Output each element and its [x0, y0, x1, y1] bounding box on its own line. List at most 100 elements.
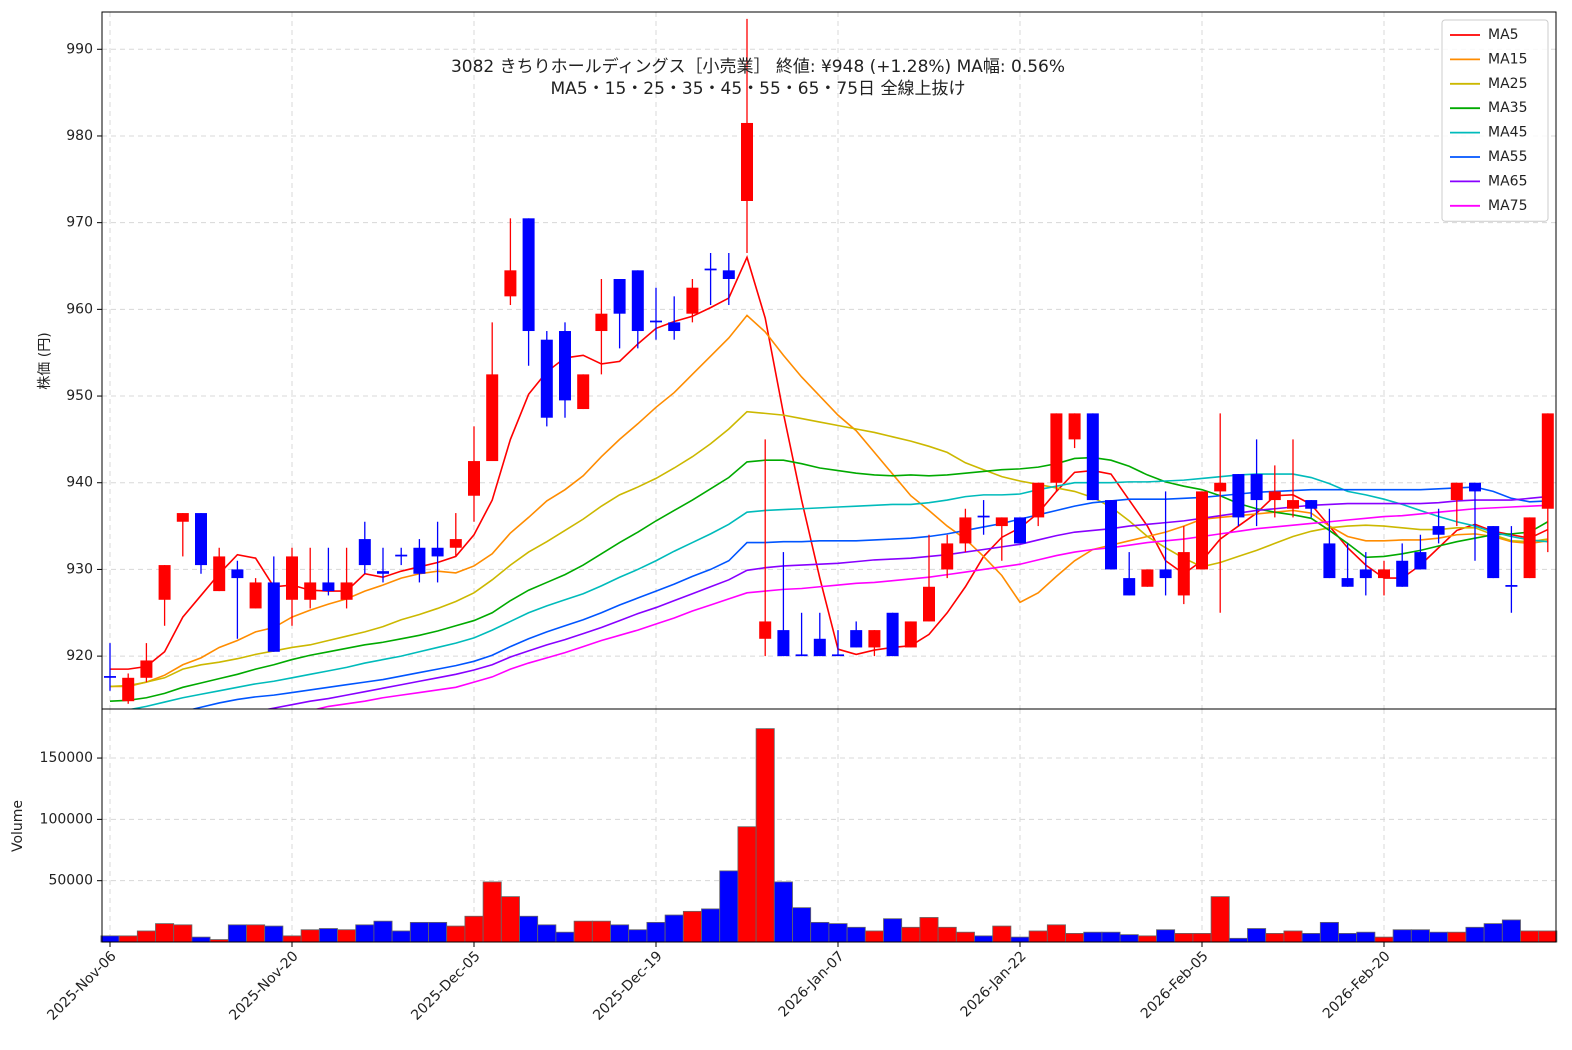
volume-bar: [1210, 896, 1230, 943]
y-tick-label: 920: [66, 648, 93, 664]
volume-bar: [610, 924, 630, 943]
volume-bar: [919, 917, 939, 943]
volume-bar: [337, 929, 357, 943]
volume-bar: [1465, 926, 1485, 943]
candle-body: [613, 279, 626, 314]
volume-bar: [591, 920, 611, 943]
candle-body: [1177, 552, 1190, 596]
ma-line: [128, 473, 1548, 709]
candle-body: [1341, 578, 1354, 587]
volume-bar: [974, 935, 994, 943]
chart-title: 3082 きちりホールディングス［小売業］ 終値: ¥948 (+1.28%) …: [451, 56, 1065, 77]
volume-bar: [682, 910, 702, 943]
candle-body: [431, 547, 444, 557]
volume-bar: [1265, 933, 1285, 943]
candle-body: [140, 660, 153, 678]
volume-bar: [300, 929, 320, 943]
legend-label: MA5: [1488, 27, 1519, 43]
candle-body: [1086, 413, 1099, 501]
volume-axis-label: Volume: [10, 800, 26, 852]
candle-body: [1396, 560, 1409, 587]
candle-body: [449, 539, 462, 548]
volume-bar: [446, 925, 466, 943]
volume-bar: [409, 921, 429, 943]
candle-body: [267, 582, 280, 652]
volume-bar: [810, 921, 830, 943]
candle-body: [577, 374, 590, 410]
y-tick-label: 970: [66, 215, 93, 231]
volume-bar: [1447, 931, 1467, 943]
candle-body: [104, 676, 116, 678]
volume-bar: [846, 926, 866, 943]
volume-bar: [646, 921, 666, 943]
candle-body: [668, 322, 681, 332]
volume-bar: [901, 926, 921, 943]
volume-bar: [1319, 921, 1339, 943]
volume-bar: [1119, 934, 1139, 943]
candle-body: [1523, 517, 1536, 579]
candle-body: [304, 582, 317, 600]
volume-bar: [828, 923, 848, 943]
volume-bar: [246, 924, 266, 943]
y-tick-label: 50000: [48, 873, 93, 889]
y-axis-label: 株価 (円): [37, 332, 53, 389]
volume-bar: [1483, 923, 1503, 943]
chart-subtitle: MA5・15・25・35・45・55・65・75日 全線上抜け: [551, 79, 966, 99]
volume-bar: [227, 924, 247, 943]
candle-body: [904, 621, 917, 648]
volume-bar: [737, 826, 757, 943]
candle-body: [286, 556, 298, 600]
candle-body: [868, 630, 881, 648]
candle-body: [1141, 569, 1154, 587]
candle-body: [1323, 543, 1336, 579]
volume-bar: [1065, 933, 1085, 943]
candle-body: [176, 513, 189, 522]
candle-body: [213, 556, 226, 592]
candle-body: [832, 654, 844, 657]
volume-bar: [664, 914, 684, 943]
candle-body: [741, 122, 753, 201]
candle-body: [1014, 517, 1026, 544]
volume-bar: [1174, 933, 1194, 943]
candle-body: [1287, 500, 1299, 509]
volume-bar: [1010, 936, 1030, 943]
y-tick-label: 980: [66, 128, 93, 144]
candle-body: [322, 582, 335, 592]
volume-bar: [1247, 928, 1267, 943]
y-tick-label: 930: [66, 561, 93, 577]
volume-bar: [373, 920, 393, 943]
volume-bar: [1338, 933, 1358, 943]
volume-bar: [519, 915, 539, 943]
candle-body: [704, 268, 717, 271]
volume-bar: [1283, 930, 1303, 943]
legend-label: MA75: [1488, 198, 1527, 214]
candle-body: [340, 582, 353, 600]
candle-body: [1378, 569, 1390, 579]
candle-body: [195, 513, 207, 566]
candle-body: [358, 539, 371, 566]
volume-bar: [173, 924, 193, 943]
candle-body: [1123, 578, 1136, 596]
volume-bar: [1192, 933, 1212, 943]
candle-body: [995, 517, 1008, 527]
legend-label: MA35: [1488, 100, 1527, 116]
volume-bar: [1156, 929, 1176, 943]
candle-body: [1305, 500, 1318, 509]
volume-bar: [118, 935, 138, 943]
legend-label: MA55: [1488, 149, 1527, 165]
candle-body: [1505, 585, 1518, 587]
candle-body: [1214, 482, 1227, 492]
volume-bar: [537, 924, 557, 943]
volume-bar: [282, 935, 302, 943]
volume-bar: [1374, 936, 1394, 943]
candle-body: [1432, 526, 1445, 535]
candle-body: [540, 339, 553, 418]
candle-body: [231, 569, 244, 579]
candle-body: [813, 638, 826, 657]
volume-bar: [628, 929, 648, 943]
volume-bar: [864, 930, 884, 943]
legend-label: MA45: [1488, 125, 1527, 141]
volume-bar: [482, 881, 502, 943]
volume-bar: [191, 936, 211, 943]
